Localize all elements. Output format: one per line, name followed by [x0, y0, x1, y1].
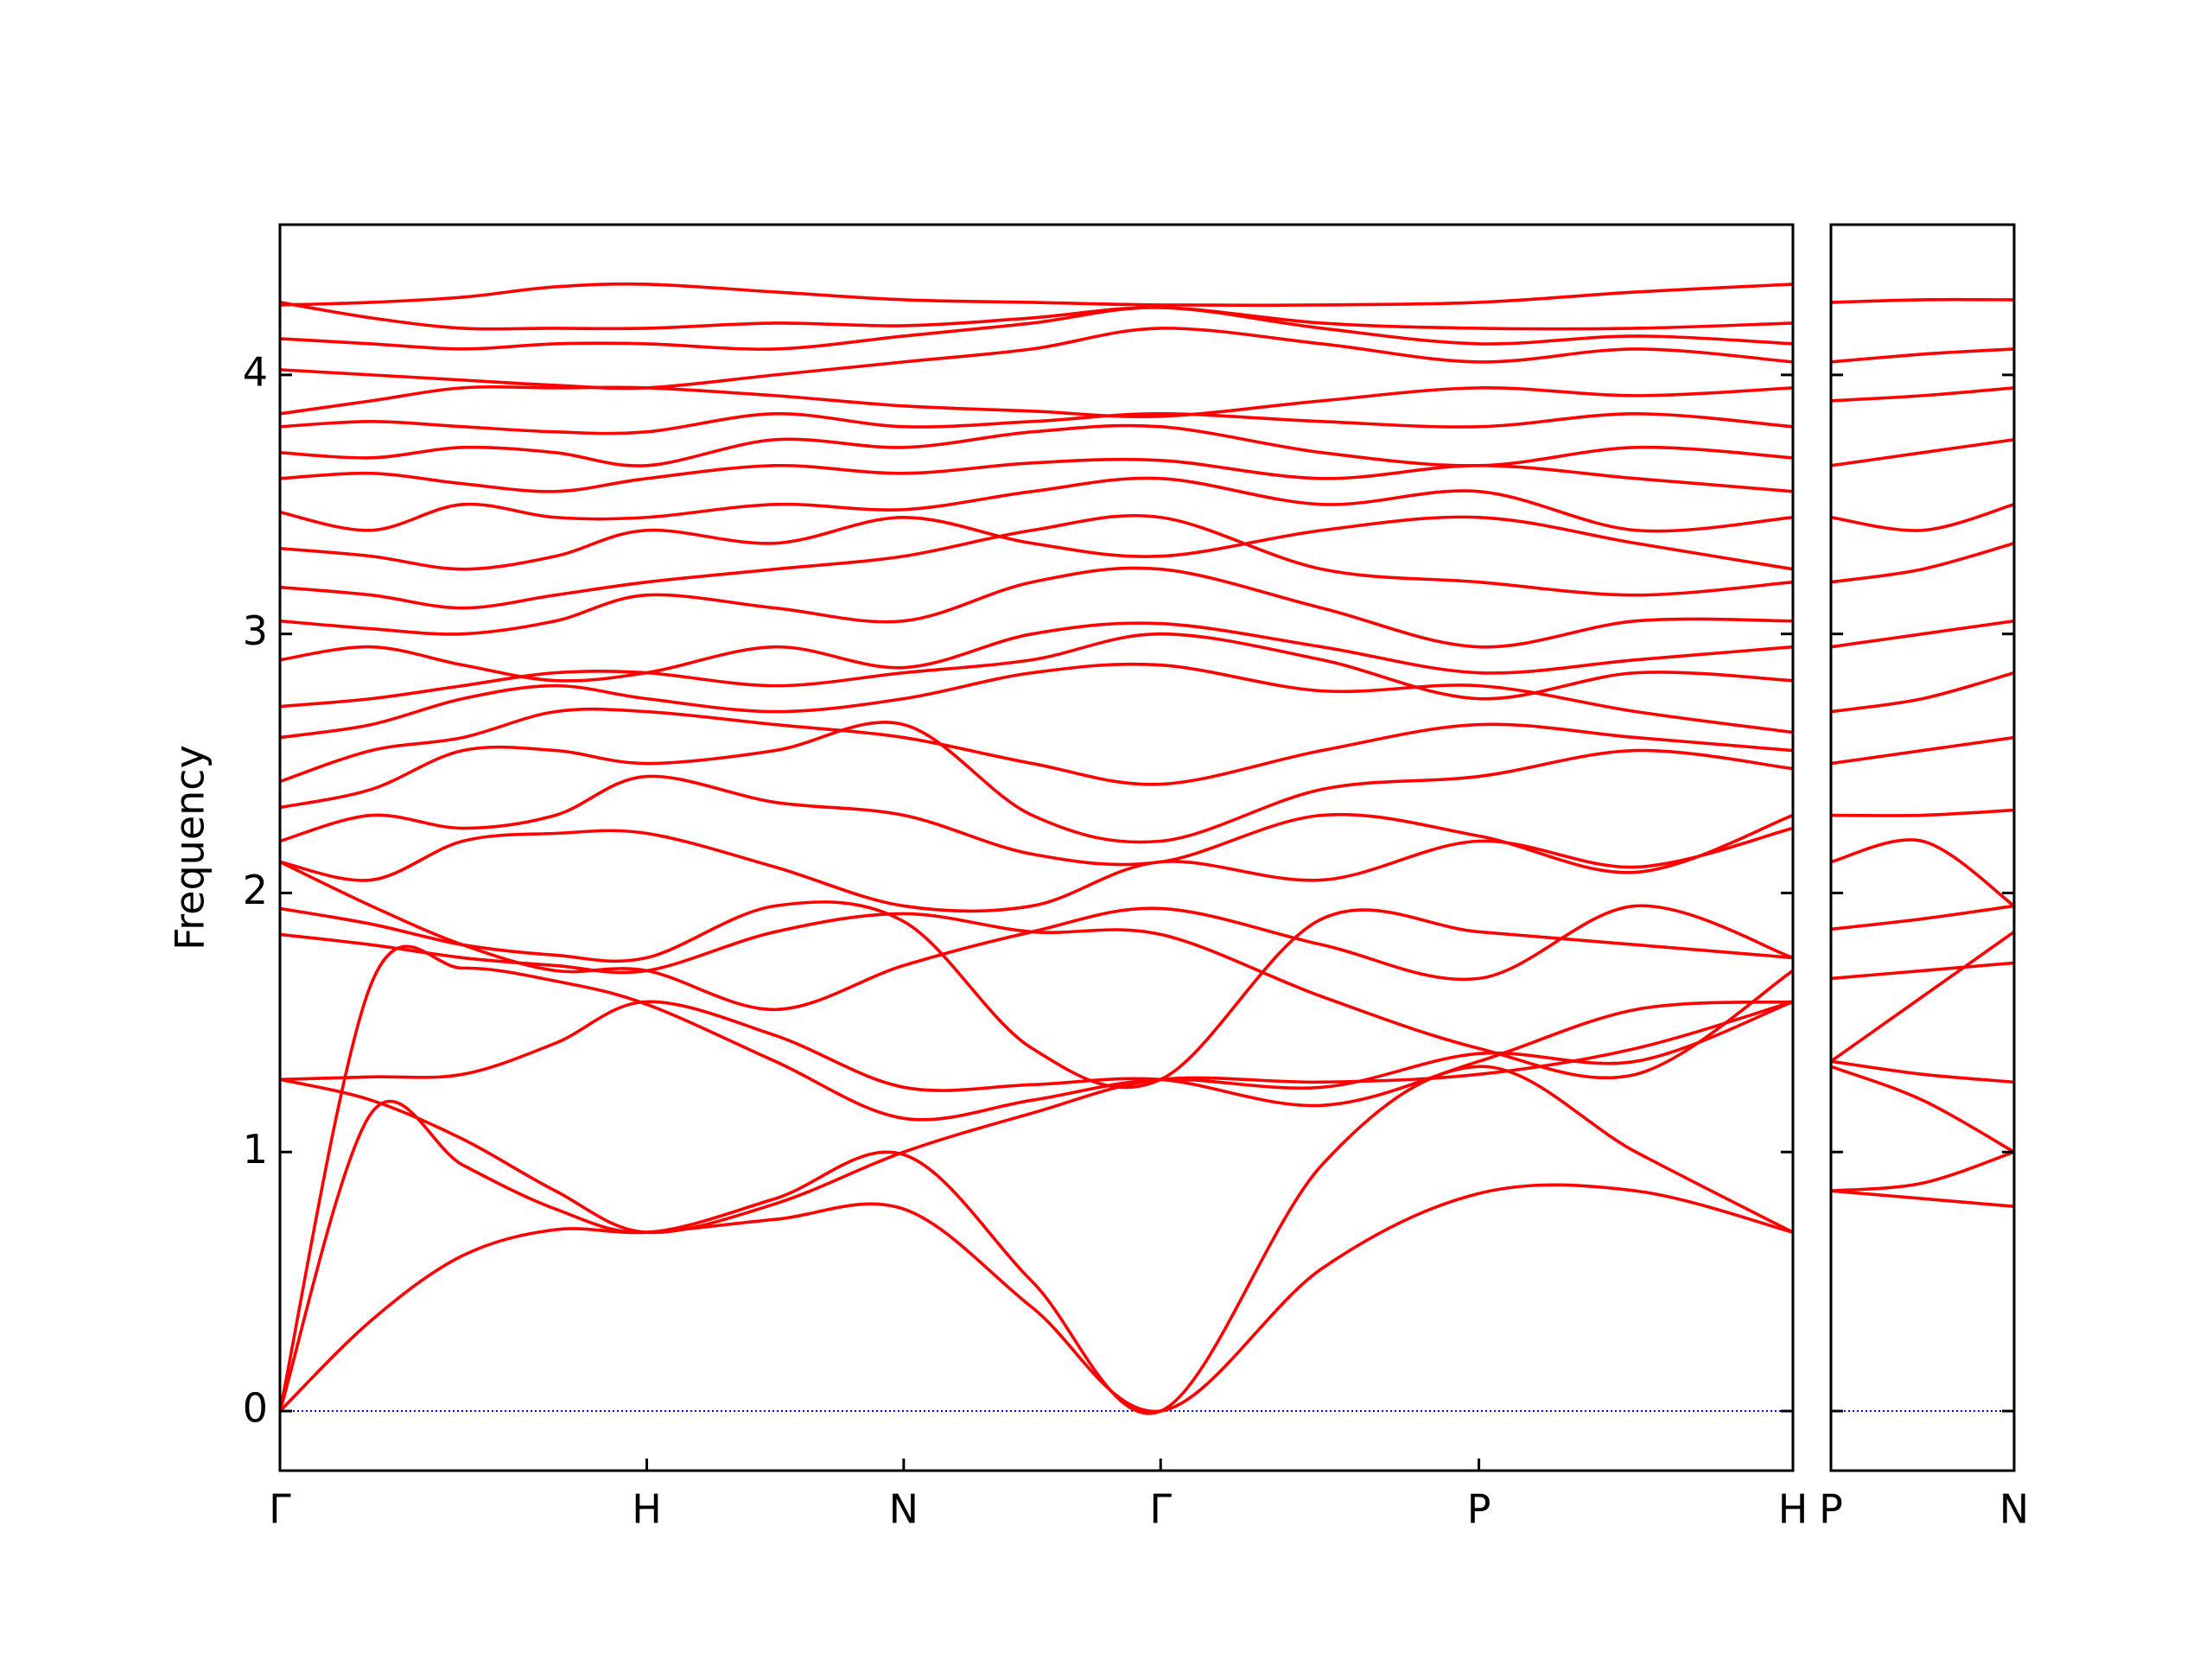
- band-line: [1831, 347, 2014, 364]
- band-line: [1831, 735, 2014, 766]
- band-line: [280, 476, 1793, 533]
- band-line: [280, 412, 1793, 435]
- band-line: [1831, 808, 2014, 817]
- plot-area: [280, 282, 1793, 1415]
- y-tick-label: 3: [243, 607, 268, 654]
- y-tick-label: 2: [243, 867, 268, 913]
- x-tick-label: H: [632, 1486, 662, 1533]
- band-line: [280, 900, 1793, 1090]
- band-line: [280, 327, 1793, 391]
- plot-frame: [1829, 223, 2016, 1472]
- band-line: [1831, 1059, 2014, 1084]
- band-line: [280, 826, 1793, 913]
- band-line: [280, 566, 1793, 649]
- band-line: [1831, 1065, 2014, 1154]
- band-line: [280, 774, 1793, 874]
- band-line: [280, 457, 1793, 493]
- band-line: [280, 1183, 1793, 1414]
- band-line: [280, 282, 1793, 308]
- y-axis-label: Frequency: [167, 745, 213, 950]
- x-tick-label: Γ: [1149, 1486, 1172, 1533]
- x-tick-label: H: [1778, 1486, 1808, 1533]
- band-line: [280, 912, 1793, 1080]
- band-line: [1831, 438, 2014, 467]
- band-line: [280, 513, 1793, 610]
- band-line: [1831, 961, 2014, 981]
- band-line: [1831, 904, 2014, 931]
- band-line: [280, 385, 1793, 419]
- band-line: [280, 1065, 1793, 1415]
- band-line: [280, 515, 1793, 571]
- y-tick-label: 4: [243, 348, 268, 395]
- band-line: [280, 944, 1793, 1412]
- plot-area: [1831, 297, 2014, 1413]
- band-line: [280, 860, 1793, 1012]
- x-tick-label: N: [889, 1486, 918, 1533]
- x-tick-label: Γ: [269, 1486, 291, 1533]
- band-line: [1831, 297, 2014, 304]
- x-tick-label: P: [1819, 1486, 1843, 1533]
- band-line: [1831, 386, 2014, 403]
- band-line: [280, 621, 1793, 683]
- band-line: [280, 721, 1793, 844]
- x-tick-label: P: [1467, 1486, 1491, 1533]
- band-line: [1831, 542, 2014, 584]
- band-line: [280, 423, 1793, 467]
- band-line: [280, 301, 1793, 331]
- band-line: [280, 707, 1793, 786]
- band-line: [1831, 930, 2014, 1063]
- x-tick-label: N: [1999, 1486, 2029, 1533]
- band-line: [1831, 1150, 2014, 1193]
- band-line: [1831, 503, 2014, 532]
- band-line: [1831, 671, 2014, 714]
- y-tick-label: 0: [243, 1385, 268, 1432]
- band-line: [1831, 838, 2014, 907]
- y-tick-label: 1: [243, 1126, 268, 1173]
- band-line: [280, 1000, 1793, 1235]
- band-line: [280, 1000, 1793, 1108]
- band-line: [280, 306, 1793, 351]
- band-line: [280, 662, 1793, 740]
- band-line: [280, 632, 1793, 709]
- plot-frame: [278, 223, 1795, 1472]
- band-line: [1831, 1189, 2014, 1209]
- band-line: [1831, 619, 2014, 649]
